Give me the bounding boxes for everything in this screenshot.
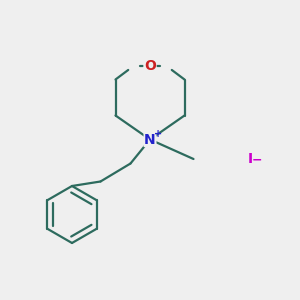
- Text: N: N: [144, 133, 156, 146]
- Text: O: O: [144, 59, 156, 73]
- Text: −: −: [252, 154, 262, 167]
- Text: I: I: [248, 152, 253, 166]
- Text: +: +: [154, 129, 163, 139]
